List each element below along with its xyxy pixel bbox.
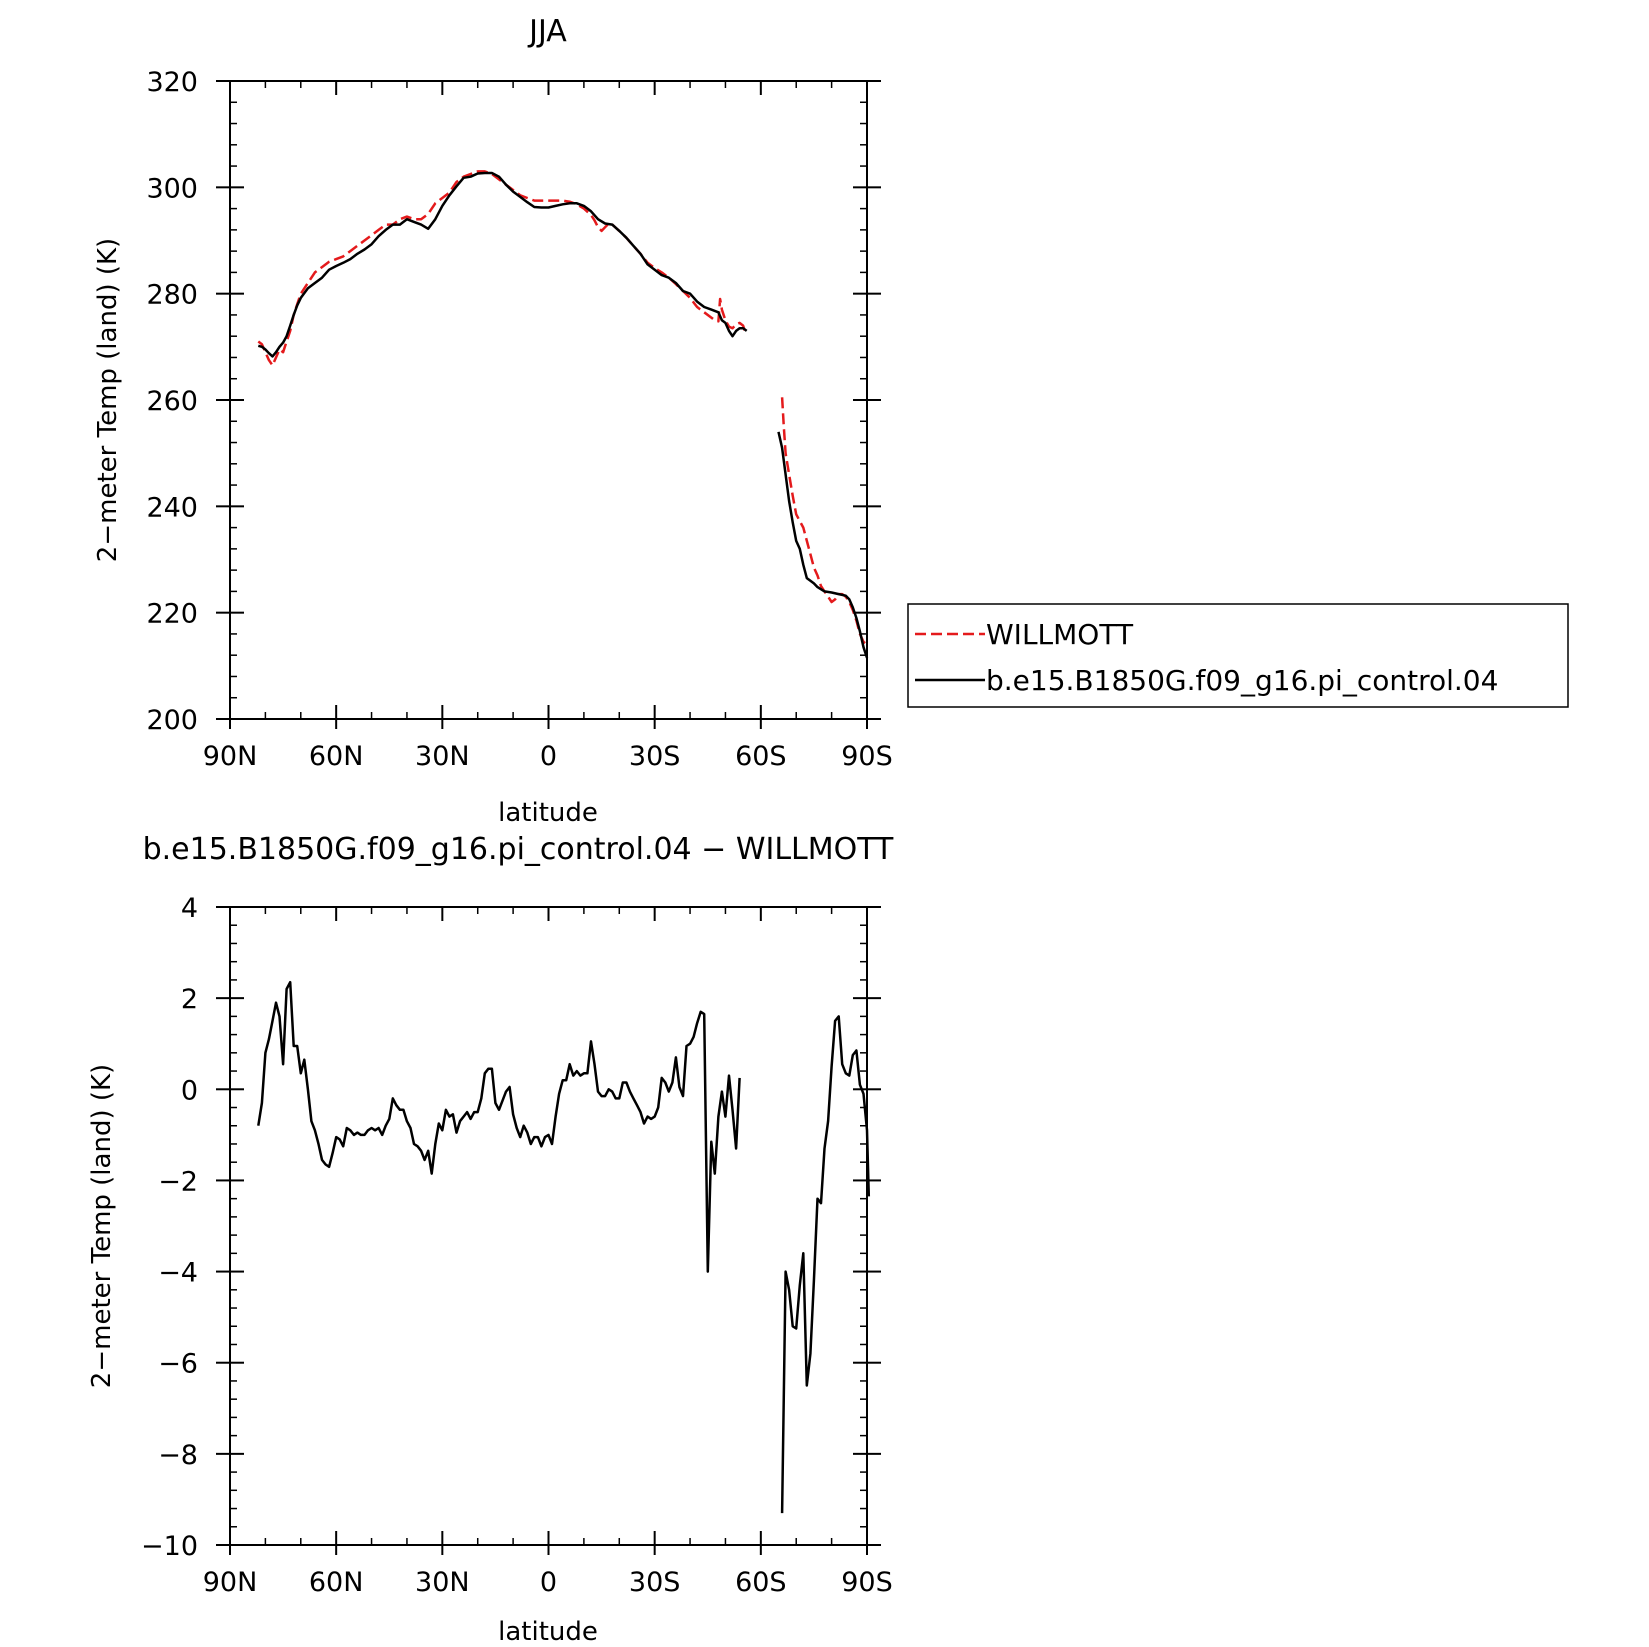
bottom-x-tick-label: 30S: [629, 1567, 681, 1598]
legend: WILLMOTT b.e15.B1850G.f09_g16.pi_control…: [907, 603, 1569, 708]
top-x-axis-label: latitude: [498, 798, 598, 828]
bottom-x-tick-label: 60N: [309, 1567, 364, 1598]
top-plot-frame: [229, 80, 868, 720]
top-x-tick-label: 30N: [415, 741, 470, 772]
top-series-line-b-e15-b1850g-f09-g16-pi-control-04: [257, 171, 748, 358]
top-panel-title: JJA: [527, 14, 567, 49]
top-series-lines: [257, 170, 869, 659]
bottom-y-axis-label: 2−meter Temp (land) (K): [87, 1064, 117, 1388]
bottom-x-axis-label: latitude: [498, 1617, 598, 1647]
top-x-tick-label: 30S: [629, 741, 681, 772]
top-x-tick-label: 60S: [735, 741, 787, 772]
bottom-plot-frame: [229, 906, 868, 1546]
bottom-y-tick-label: 2: [181, 984, 198, 1015]
top-y-axis-label: 2−meter Temp (land) (K): [93, 238, 123, 562]
bottom-y-tick-label: −4: [158, 1258, 198, 1289]
top-axis-ticks: 90N 60N 30N 0 30S 60S 90S 200 220 240 260 280 300 320: [146, 67, 892, 772]
top-x-tick-label: 60N: [309, 741, 364, 772]
legend-label-control: b.e15.B1850G.f09_g16.pi_control.04: [986, 664, 1498, 697]
bottom-x-tick-label: 90N: [203, 1567, 258, 1598]
top-y-tick-label: 240: [146, 492, 198, 523]
top-x-tick-label: 90N: [203, 741, 258, 772]
bottom-y-tick-label: −2: [158, 1166, 198, 1197]
bottom-series-line-series-0: [780, 1015, 871, 1514]
top-y-tick-label: 260: [146, 386, 198, 417]
bottom-axis-ticks: 90N 60N 30N 0 30S 60S 90S −10 −8 −6 −4 −2 0 2 4: [141, 893, 893, 1598]
bottom-y-tick-label: 0: [181, 1075, 198, 1106]
bottom-series-lines: [257, 980, 871, 1514]
bottom-y-tick-label: −10: [141, 1531, 198, 1562]
top-y-tick-label: 300: [146, 173, 198, 204]
top-panel-jja: JJA 90N 60N 30N 0 30S 60S 90S 200 220 240 260 280 30…: [93, 14, 1569, 828]
legend-box: [907, 603, 1569, 708]
bottom-y-tick-label: −6: [158, 1349, 198, 1380]
legend-label-willmott: WILLMOTT: [986, 618, 1134, 651]
top-x-tick-label: 0: [540, 741, 557, 772]
top-y-tick-label: 220: [146, 599, 198, 630]
bottom-x-tick-label: 90S: [841, 1567, 893, 1598]
bottom-panel-title: b.e15.B1850G.f09_g16.pi_control.04 − WIL…: [143, 832, 894, 867]
top-x-tick-label: 90S: [841, 741, 893, 772]
bottom-x-tick-label: 60S: [735, 1567, 787, 1598]
bottom-series-line-series-0: [257, 980, 741, 1273]
top-y-tick-label: 200: [146, 705, 198, 736]
bottom-x-tick-label: 0: [540, 1567, 557, 1598]
bottom-y-tick-label: 4: [181, 893, 198, 924]
top-series-line-b-e15-b1850g-f09-g16-pi-control-04: [777, 431, 869, 659]
top-y-tick-label: 280: [146, 280, 198, 311]
bottom-y-tick-label: −8: [158, 1440, 198, 1471]
bottom-panel-difference: b.e15.B1850G.f09_g16.pi_control.04 − WIL…: [87, 832, 894, 1647]
top-series-line-willmott: [780, 397, 868, 646]
bottom-x-tick-label: 30N: [415, 1567, 470, 1598]
top-y-tick-label: 320: [146, 67, 198, 98]
